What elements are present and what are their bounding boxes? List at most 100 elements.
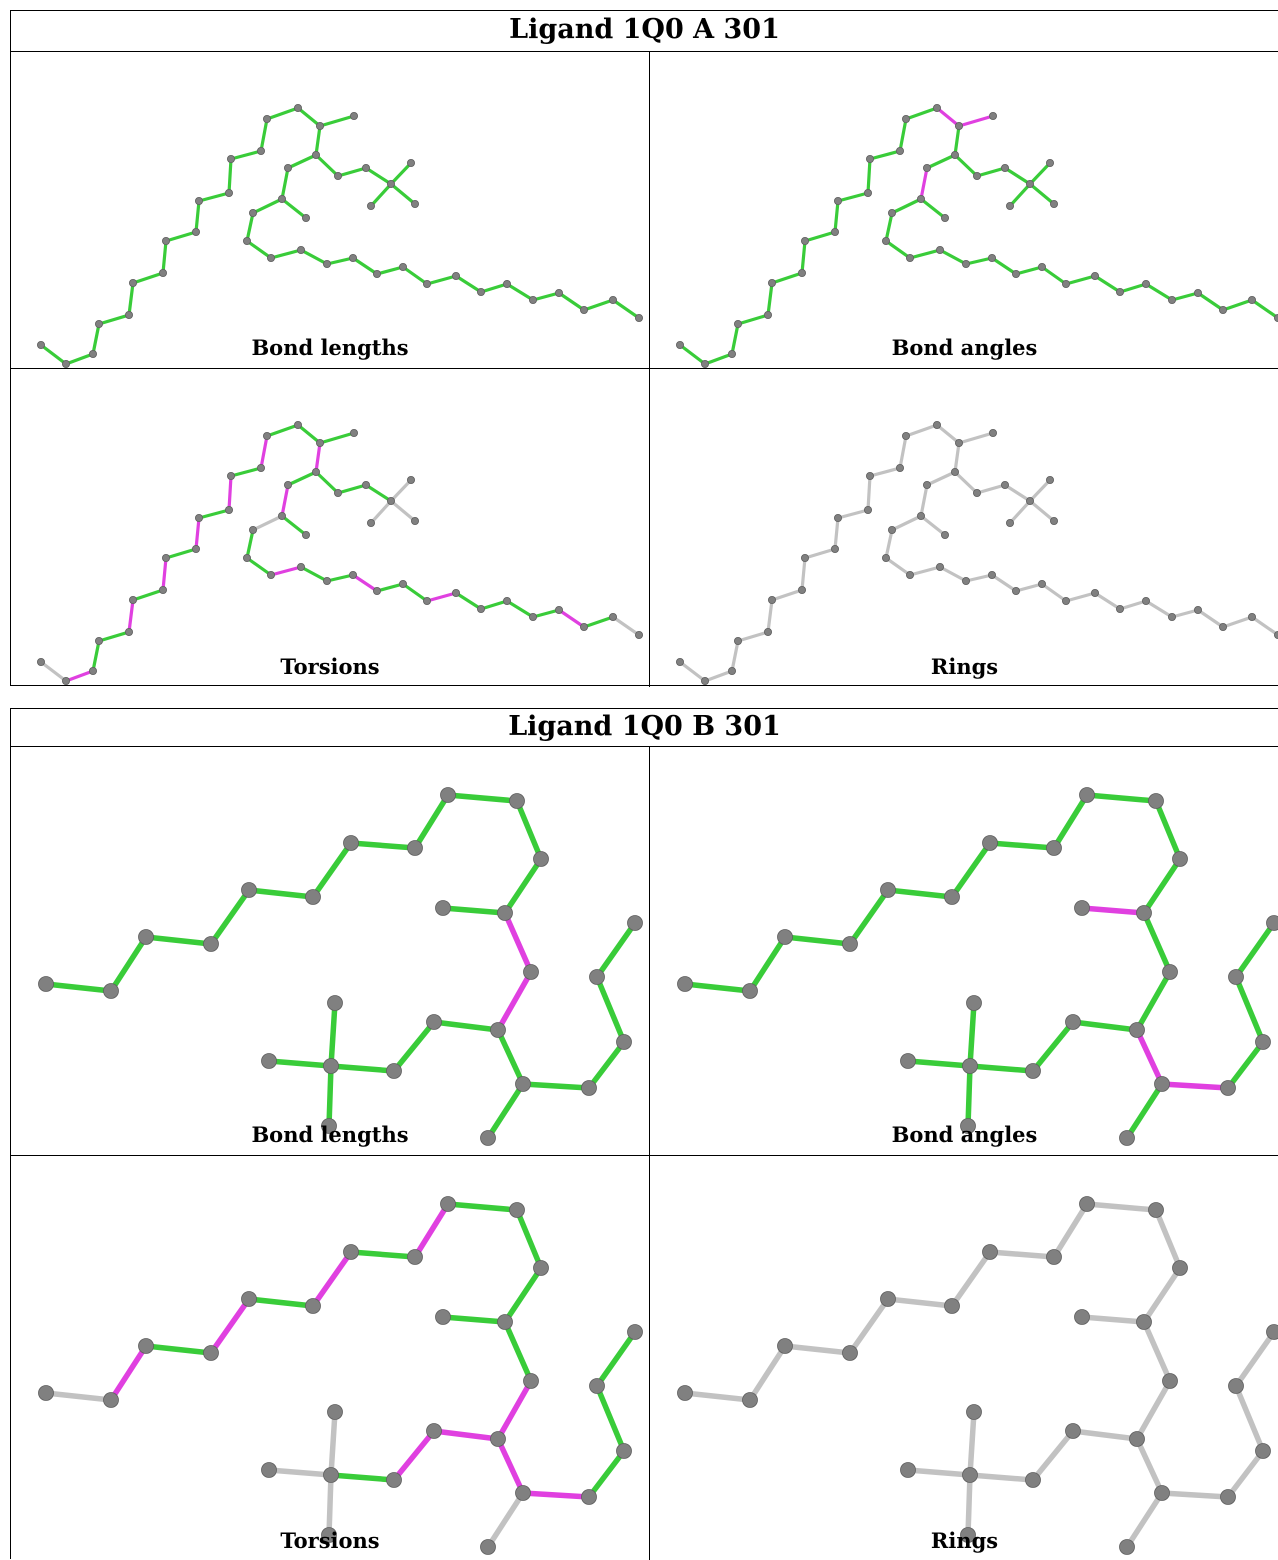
atom <box>896 147 903 154</box>
bond-ok <box>498 1030 523 1084</box>
atom <box>843 1346 858 1361</box>
cell-caption: Rings <box>650 654 1278 679</box>
bond-unassessed <box>1016 584 1042 591</box>
atom <box>1267 1325 1278 1340</box>
atom <box>831 545 838 552</box>
atom <box>328 1405 343 1420</box>
atom <box>973 489 980 496</box>
bond-ok <box>1030 163 1050 184</box>
atom <box>39 977 54 992</box>
bond-ok <box>371 184 391 206</box>
atom <box>267 571 274 578</box>
bond-ok <box>977 168 1005 176</box>
bond-ok <box>443 908 505 913</box>
atom <box>628 916 643 931</box>
bond-ok <box>481 601 507 609</box>
atom <box>923 164 930 171</box>
atom <box>529 296 536 303</box>
atom <box>411 517 418 524</box>
bond-ok <box>331 1003 335 1066</box>
atom <box>582 1490 597 1505</box>
atom <box>284 481 291 488</box>
bond-ok <box>415 795 448 848</box>
atom <box>1066 1015 1081 1030</box>
atom <box>257 147 264 154</box>
bond-ok <box>247 558 271 575</box>
atom <box>1080 788 1095 803</box>
bond-ok <box>282 168 288 199</box>
bond-ok <box>1030 184 1054 204</box>
atom <box>350 429 357 436</box>
bond-ok <box>327 575 353 581</box>
bond-ok <box>247 241 271 258</box>
atom <box>1026 1064 1041 1079</box>
atom <box>743 984 758 999</box>
bond-ok <box>320 433 354 443</box>
atom <box>324 1468 339 1483</box>
atom <box>936 246 943 253</box>
atom <box>125 311 132 318</box>
bond-ok <box>1236 977 1263 1042</box>
bond-ok <box>1228 1042 1263 1088</box>
bond-ok <box>1236 923 1274 977</box>
atom <box>1248 296 1255 303</box>
atom <box>967 1405 982 1420</box>
atom <box>510 1203 525 1218</box>
bond-unassessed <box>910 567 940 575</box>
atom <box>297 246 304 253</box>
bond-ok <box>910 250 940 258</box>
atom <box>1001 481 1008 488</box>
bond-unassessed <box>966 575 992 581</box>
bond-unassessed <box>1095 593 1120 609</box>
atom <box>534 852 549 867</box>
atom <box>678 977 693 992</box>
bond-ok <box>838 193 868 201</box>
bond-unassessed <box>940 567 966 581</box>
atom <box>104 1393 119 1408</box>
atom <box>1142 597 1149 604</box>
atom <box>580 306 587 313</box>
bond-unassessed <box>888 1299 952 1306</box>
atom <box>1219 306 1226 313</box>
atom <box>284 164 291 171</box>
bond-ok <box>133 590 163 600</box>
bond-ok <box>111 937 146 991</box>
cell-bond-lengths: Bond lengths <box>11 52 649 368</box>
bond-outlier <box>498 1381 531 1439</box>
atom <box>441 788 456 803</box>
bond-ok <box>313 843 351 897</box>
atom <box>628 1325 643 1340</box>
atom <box>882 237 889 244</box>
atom <box>491 1432 506 1447</box>
atom <box>580 623 587 630</box>
cell-torsions: Torsions <box>11 369 649 687</box>
atom <box>866 472 873 479</box>
atom <box>267 254 274 261</box>
atom <box>973 172 980 179</box>
atom <box>263 115 270 122</box>
bond-unassessed <box>892 516 921 530</box>
atom <box>635 314 642 321</box>
bond-ok <box>1042 267 1066 284</box>
atom <box>243 554 250 561</box>
bond-ok <box>301 567 327 581</box>
bond-unassessed <box>955 472 977 493</box>
atom <box>323 260 330 267</box>
bond-unassessed <box>900 436 906 468</box>
atom <box>1168 613 1175 620</box>
atom <box>195 197 202 204</box>
bond-unassessed <box>1120 601 1146 609</box>
bond-unassessed <box>805 549 835 558</box>
bond-ok <box>133 273 163 283</box>
atom <box>407 476 414 483</box>
bond-unassessed <box>1236 1386 1263 1451</box>
atom <box>1012 587 1019 594</box>
bond-unassessed <box>927 472 955 485</box>
bond-outlier <box>1137 1030 1162 1084</box>
bond-ok <box>327 258 353 264</box>
atom <box>951 151 958 158</box>
bond-ok <box>338 168 366 176</box>
bond-unassessed <box>772 590 802 600</box>
atom <box>917 195 924 202</box>
bond-ok <box>99 632 129 641</box>
